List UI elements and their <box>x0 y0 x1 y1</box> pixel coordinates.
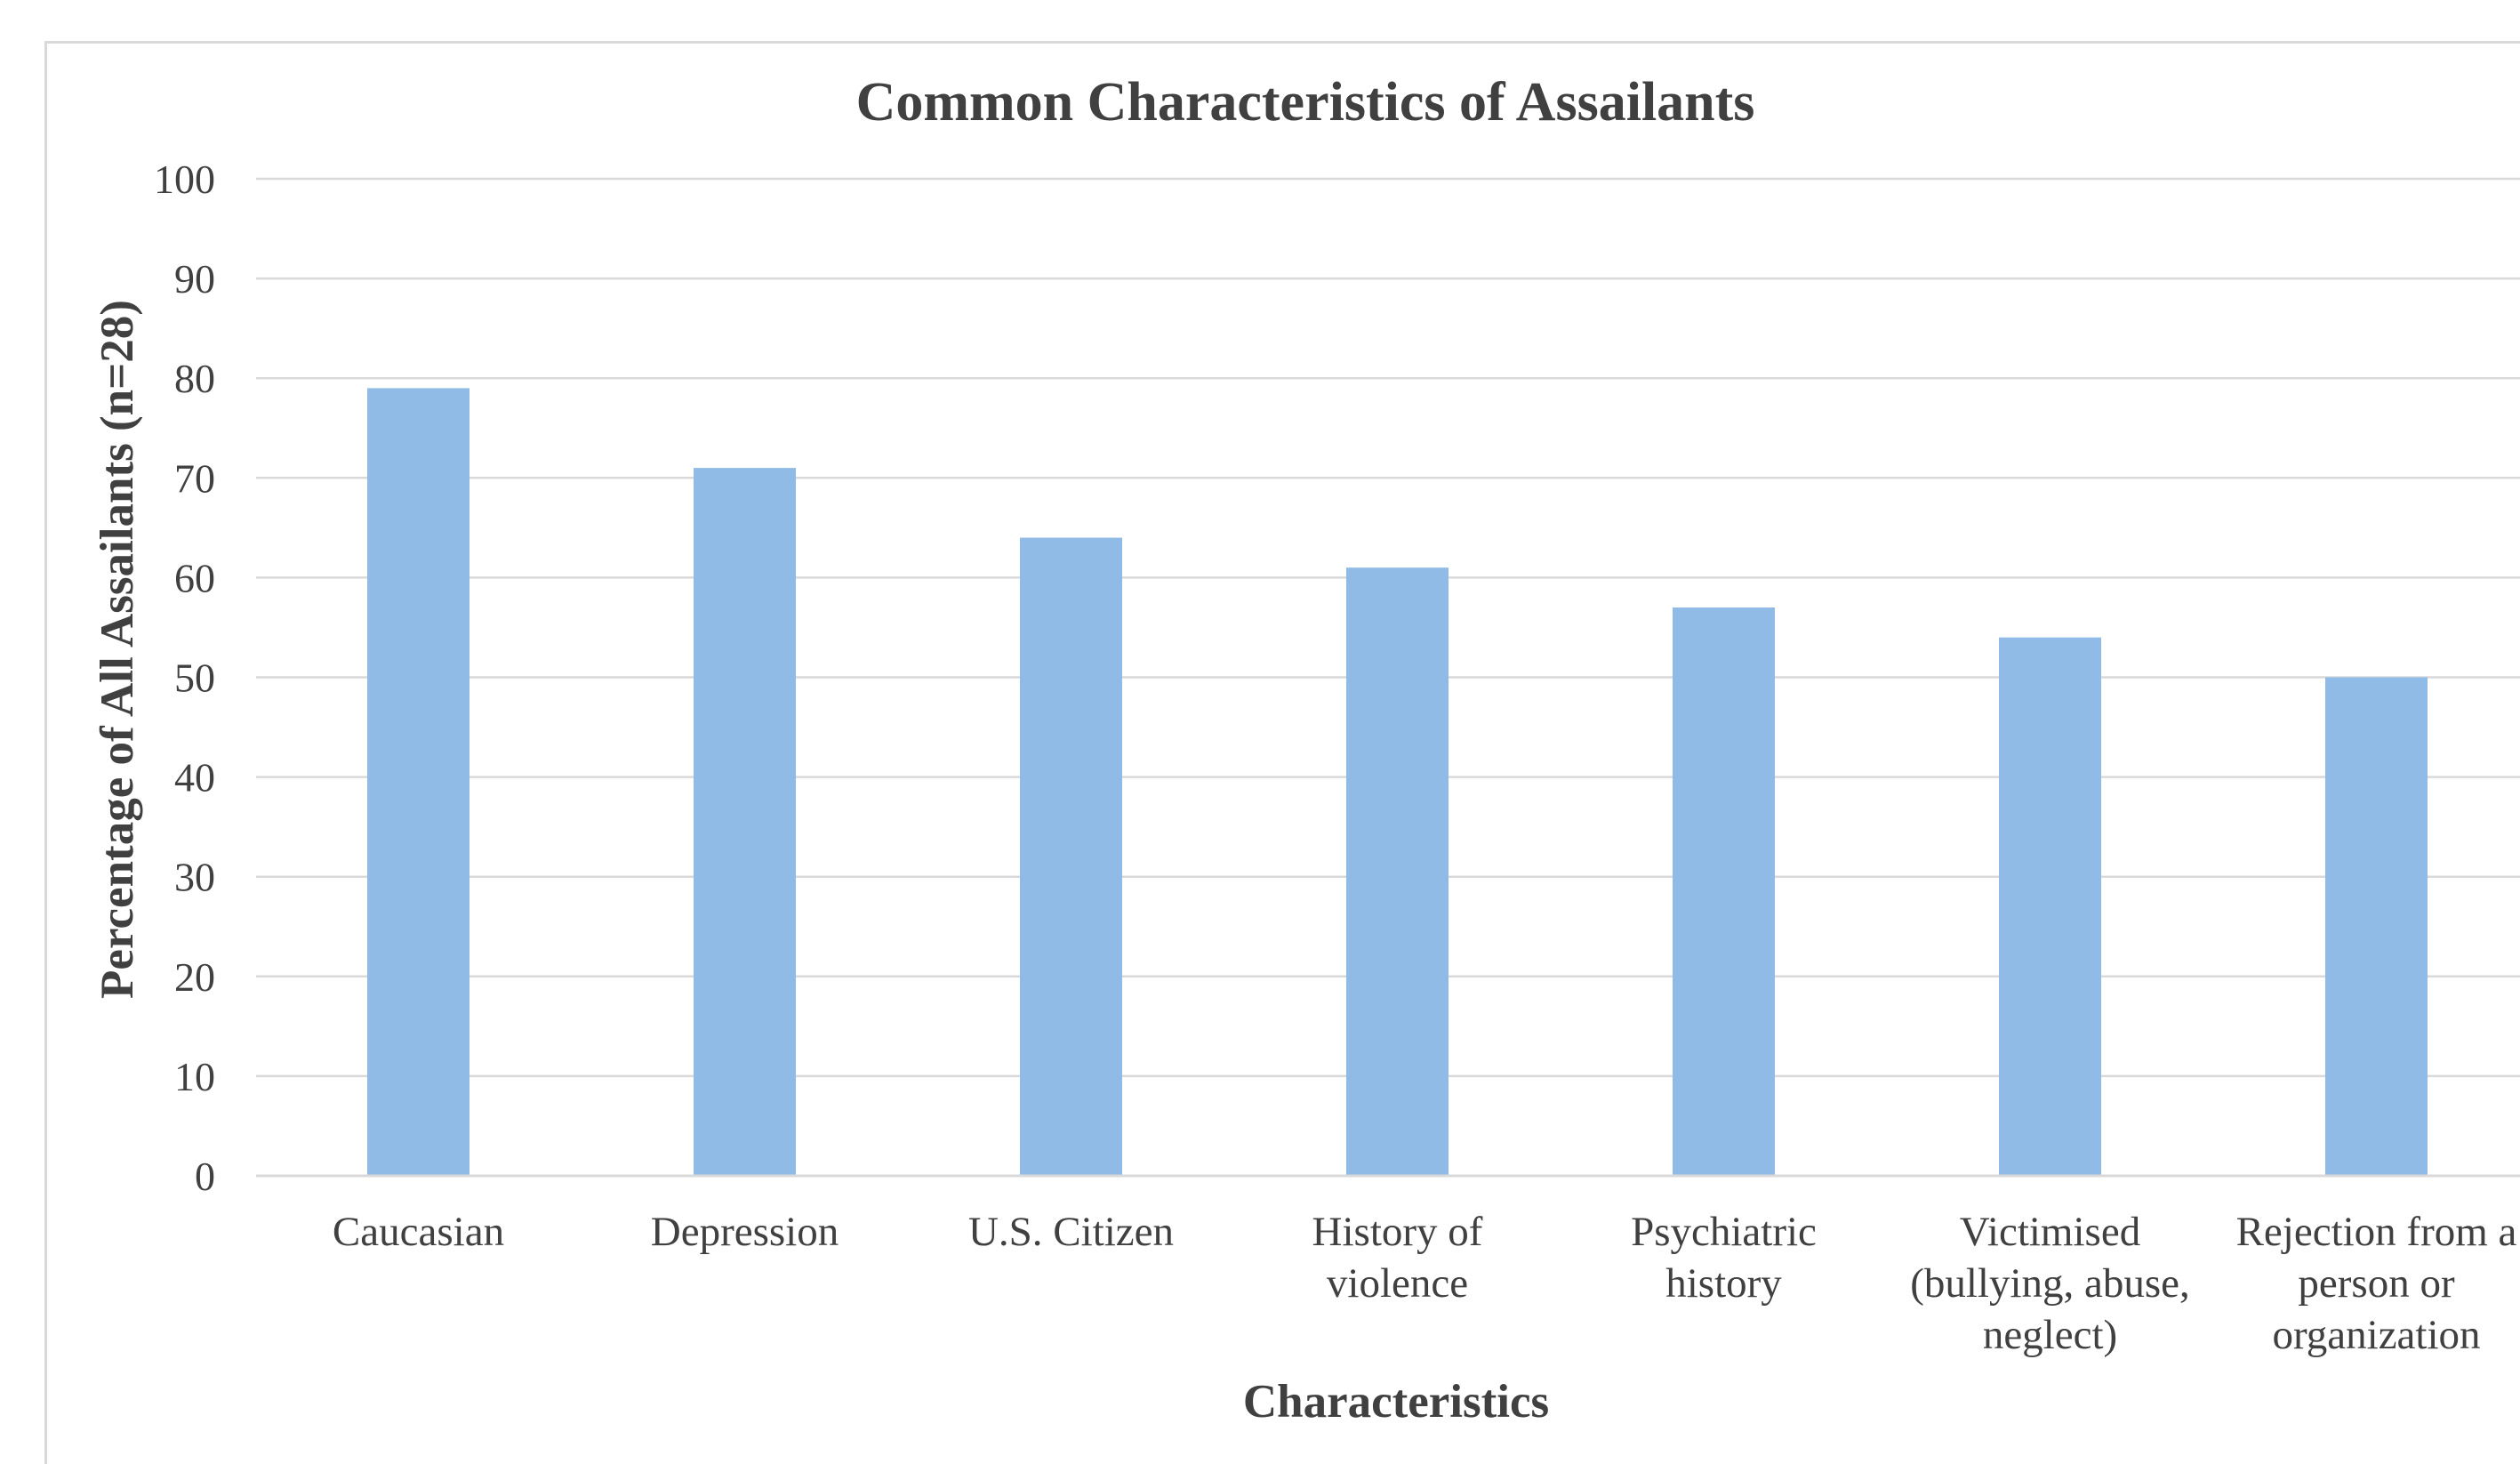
y-tick-label: 50 <box>174 656 215 701</box>
x-tick-label-line: violence <box>1327 1260 1468 1307</box>
x-tick-label: Depression <box>651 1209 839 1255</box>
bar <box>367 388 469 1176</box>
y-axis-label: Percentage of All Assailants (n=28) <box>92 300 143 999</box>
y-tick-label: 60 <box>174 555 215 600</box>
y-axis-ticks: 0 10 20 30 40 50 60 70 80 90 100 <box>154 157 215 1199</box>
x-tick-label-line: History of <box>1312 1209 1483 1255</box>
x-tick-label-line: person or <box>2298 1260 2455 1307</box>
x-tick-label: Caucasian <box>333 1209 504 1255</box>
x-tick-label-line: neglect) <box>1983 1312 2117 1358</box>
x-tick-label: Psychiatric history <box>1631 1209 1817 1307</box>
bar <box>1673 607 1775 1176</box>
x-tick-label: History of violence <box>1312 1209 1483 1307</box>
x-tick-label: U.S. Citizen <box>968 1209 1174 1255</box>
x-tick-label-line: U.S. Citizen <box>968 1209 1174 1255</box>
y-tick-label: 80 <box>174 356 215 401</box>
bar <box>2325 677 2428 1176</box>
x-tick-label-line: Depression <box>651 1209 839 1255</box>
x-tick-label-line: Rejection from a <box>2236 1209 2517 1255</box>
y-tick-label: 100 <box>154 157 215 202</box>
y-tick-label: 40 <box>174 755 215 800</box>
y-tick-label: 70 <box>174 455 215 501</box>
x-tick-label-line: Caucasian <box>333 1209 504 1255</box>
x-axis-ticks: Caucasian Depression U.S. Citizen History o… <box>333 1209 2517 1358</box>
x-tick-label-line: organization <box>2272 1312 2480 1358</box>
x-tick-label: Victimised (bullying, abuse, neglect) <box>1910 1209 2190 1358</box>
chart-frame <box>44 41 2520 1464</box>
bars <box>367 388 2428 1176</box>
x-tick-label-line: Victimised <box>1960 1209 2140 1255</box>
y-tick-label: 30 <box>174 855 215 900</box>
y-tick-label: 90 <box>174 256 215 302</box>
x-tick-label-line: history <box>1665 1260 1782 1307</box>
bar <box>694 468 796 1176</box>
x-tick-label: Rejection from a person or organization <box>2236 1209 2517 1358</box>
y-tick-label: 10 <box>174 1054 215 1099</box>
x-axis-label: Characteristics <box>1243 1376 1549 1428</box>
bar <box>1999 637 2101 1176</box>
x-tick-label-line: (bullying, abuse, <box>1910 1260 2190 1307</box>
bar <box>1346 567 1449 1176</box>
y-tick-label: 0 <box>195 1154 215 1199</box>
x-tick-label-line: Psychiatric <box>1631 1209 1817 1255</box>
y-tick-label: 20 <box>174 954 215 1000</box>
chart-title: Common Characteristics of Assailants <box>856 72 1755 133</box>
bar <box>1020 537 1122 1176</box>
